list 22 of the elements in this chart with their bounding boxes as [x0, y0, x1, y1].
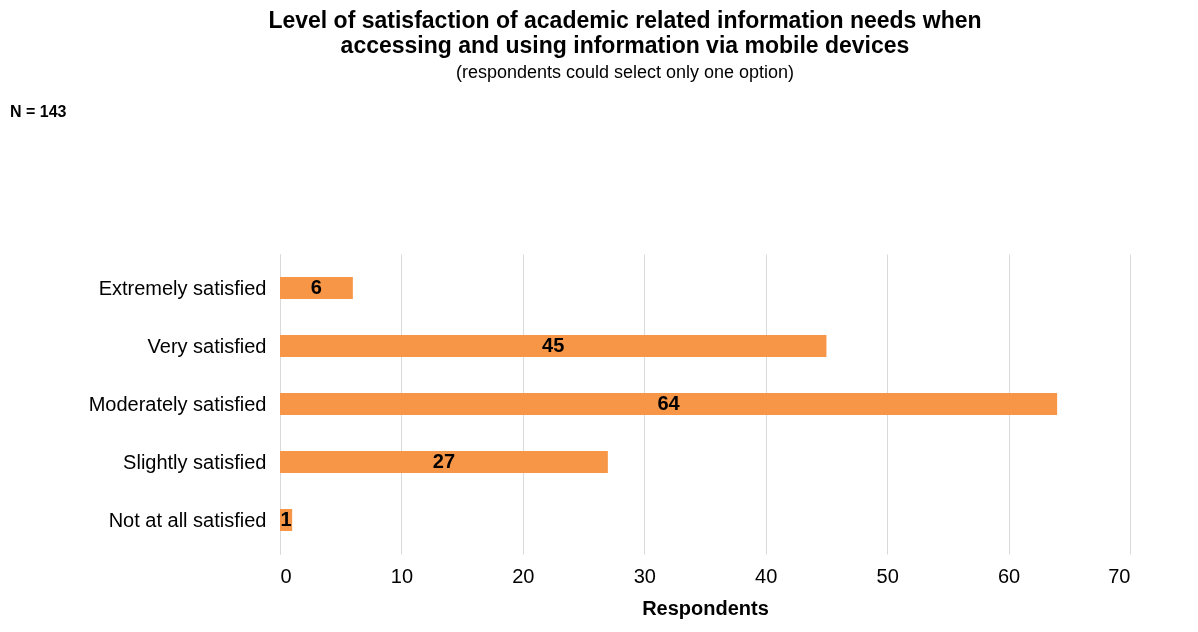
data-label: 6 — [310, 276, 322, 298]
y-tick-label: Moderately satisfied — [88, 392, 267, 415]
y-tick-label: Not at all satisfied — [108, 508, 267, 531]
x-tick-label: 60 — [997, 564, 1021, 587]
data-label: 27 — [432, 450, 456, 472]
text: N = 143 — [10, 103, 67, 120]
data-label: 64 — [657, 392, 681, 414]
chart-subtitle: (respondents could select only one option) — [455, 62, 795, 82]
x-tick-label: 30 — [633, 564, 656, 587]
data-label: 1 — [280, 508, 292, 530]
x-tick-label: 40 — [755, 564, 778, 587]
x-axis-title: Respondents — [642, 596, 769, 619]
y-tick-label: Very satisfied — [147, 334, 267, 357]
chart-title: Level of satisfaction of academic related information needs when accessing and using information via mobile devices — [268, 7, 982, 58]
x-tick-label: 10 — [390, 564, 414, 587]
x-tick-label: 20 — [512, 564, 535, 587]
y-tick-label: Extremely satisfied — [98, 276, 267, 299]
y-tick-label: Slightly satisfied — [123, 450, 267, 473]
data-label: 45 — [542, 334, 565, 356]
x-tick-label: 50 — [876, 564, 899, 587]
x-tick-label: 0 — [280, 564, 292, 587]
x-tick-label: 70 — [1108, 564, 1131, 587]
